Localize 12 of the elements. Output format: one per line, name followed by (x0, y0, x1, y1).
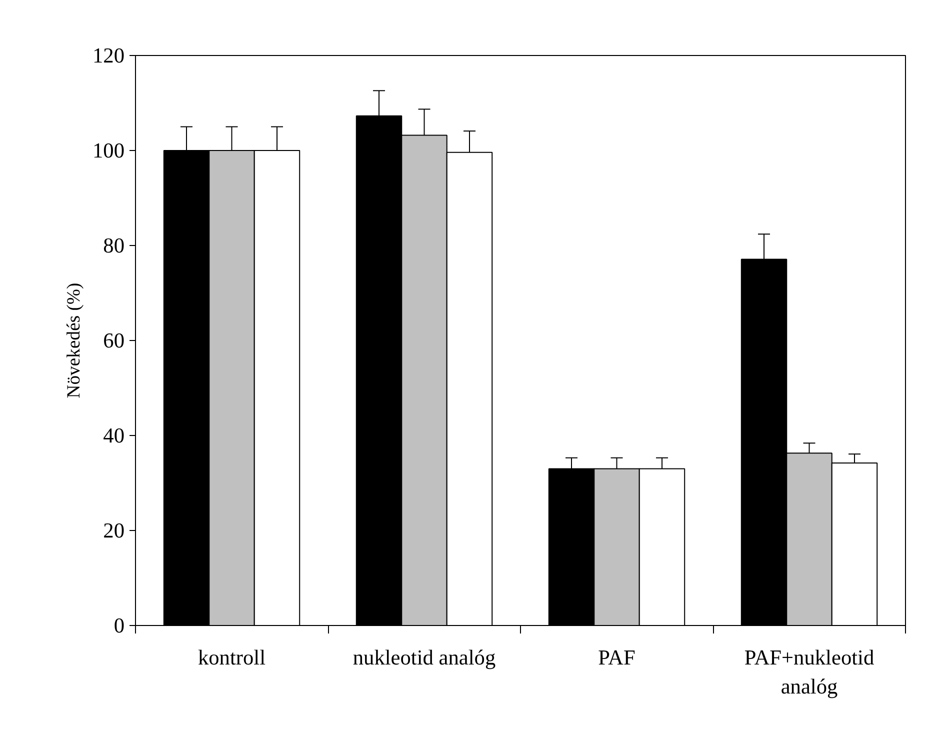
y-tick-label: 120 (92, 44, 125, 68)
y-tick-label: 60 (103, 328, 124, 352)
x-tick-label: PAF (598, 646, 636, 670)
x-tick-label: PAF+nukleotid analóg (744, 646, 874, 698)
y-tick-label: 80 (103, 234, 124, 258)
y-tick-label: 0 (114, 614, 125, 638)
y-tick-label: 40 (103, 424, 124, 448)
y-tick-label: 20 (103, 518, 124, 542)
y-tick-label: 100 (92, 138, 125, 162)
x-tick-label: nukleotid analóg (352, 646, 496, 670)
x-tick-label: kontroll (198, 646, 266, 670)
y-axis-title: Növekedés (%) (64, 282, 85, 398)
